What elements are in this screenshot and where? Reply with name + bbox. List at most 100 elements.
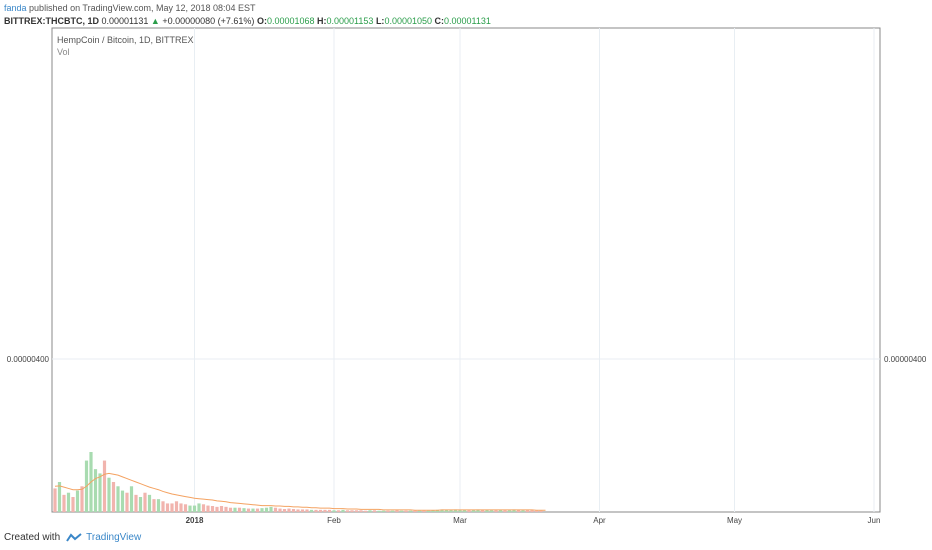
volume-bar <box>269 506 273 512</box>
volume-bar <box>426 510 431 512</box>
volume-bar <box>170 503 174 512</box>
volume-bar <box>134 494 138 512</box>
volume-bar <box>138 497 143 512</box>
volume-bar <box>224 506 228 512</box>
volume-bar <box>345 510 350 512</box>
volume-bar <box>422 510 426 512</box>
volume-bar <box>287 508 291 512</box>
volume-bar <box>458 509 462 512</box>
volume-bar <box>498 509 503 512</box>
volume-bar <box>476 509 480 512</box>
volume-bar <box>143 492 147 512</box>
x-tick-label: Apr <box>593 516 606 525</box>
volume-bar <box>251 508 255 512</box>
plot-area <box>51 27 881 513</box>
volume-bar <box>471 509 476 512</box>
volume-bar <box>183 504 188 512</box>
volume-bar <box>62 494 66 512</box>
low-value: 0.00001050 <box>384 16 432 26</box>
volume-bar <box>359 510 363 512</box>
footer: Created with TradingView <box>4 532 141 543</box>
volume-bar <box>512 509 516 512</box>
volume-bar <box>237 507 242 512</box>
volume-bar <box>399 510 404 512</box>
volume-bar <box>282 509 287 512</box>
volume-bar <box>206 505 210 512</box>
volume-bar <box>165 503 170 512</box>
tradingview-brand-label: TradingView <box>86 532 142 543</box>
volume-bar <box>53 488 57 512</box>
volume-bar <box>435 509 440 512</box>
volume-bar <box>525 510 530 512</box>
volume-bar <box>516 509 521 512</box>
volume-bar <box>107 477 111 512</box>
volume-bar <box>192 505 197 512</box>
volume-bar <box>318 509 323 512</box>
volume-bar <box>219 506 224 512</box>
chart-legend-vol: Vol <box>57 47 70 57</box>
volume-bar <box>431 510 435 512</box>
volume-bar <box>314 509 318 512</box>
volume-bar <box>111 482 116 512</box>
volume-bar <box>530 510 534 512</box>
volume-bar <box>350 510 354 512</box>
volume-bar <box>534 510 539 512</box>
created-with-text: Created with <box>4 532 61 543</box>
volume-bar <box>152 499 156 512</box>
volume-bar <box>273 507 278 512</box>
last-price: 0.00001131 <box>101 16 149 26</box>
volume-bar <box>336 510 341 512</box>
volume-bar <box>444 509 449 512</box>
volume-bar <box>264 507 269 512</box>
volume-bar <box>98 473 102 512</box>
volume-ma-line <box>54 472 546 511</box>
volume-bar <box>521 510 525 512</box>
volume-bar <box>80 486 84 512</box>
tradingview-logo-icon <box>66 532 82 542</box>
change-up-icon: ▲ <box>150 16 160 26</box>
volume-bar <box>408 510 413 512</box>
volume-bar <box>179 503 183 512</box>
volume-bar <box>453 509 458 512</box>
volume-bar <box>440 509 444 512</box>
volume-bar <box>503 510 507 512</box>
volume-bar <box>300 509 305 512</box>
price-chart[interactable]: 0.000004000.000004000.000006000.00000600… <box>0 0 932 530</box>
volume-bar <box>363 510 368 512</box>
volume-bar <box>291 509 296 512</box>
volume-bar <box>327 509 332 512</box>
volume-bar <box>156 499 161 512</box>
volume-bar <box>188 505 192 512</box>
volume-bar <box>129 486 134 512</box>
tradingview-brand[interactable]: TradingView <box>66 532 141 543</box>
volume-bar <box>539 510 543 512</box>
volume-bar <box>485 509 489 512</box>
x-tick-label: Jun <box>868 516 881 525</box>
volume-bar <box>260 508 264 512</box>
volume-bar <box>174 501 179 512</box>
volume-bar <box>381 510 386 512</box>
volume-bar <box>120 490 125 512</box>
volume-bar <box>75 490 80 512</box>
x-tick-label: Mar <box>453 516 467 525</box>
volume-bar <box>309 509 314 512</box>
low-label: L: <box>375 16 385 26</box>
volume-bar <box>480 509 485 512</box>
volume-bar <box>161 501 165 512</box>
volume-bar <box>449 509 453 512</box>
author-name[interactable]: fanda <box>4 3 27 13</box>
volume-bar <box>197 503 201 512</box>
volume-bar <box>215 506 219 512</box>
volume-bar <box>462 509 467 512</box>
volume-bar <box>341 509 345 512</box>
volume-bar <box>102 460 107 512</box>
volume-bar <box>323 509 327 512</box>
volume-bar <box>228 507 233 512</box>
high-label: H: <box>317 16 327 26</box>
volume-bar <box>116 486 120 512</box>
volume-bar <box>246 508 251 512</box>
volume-bar <box>147 494 152 512</box>
volume-bar <box>210 506 215 512</box>
volume-bar <box>201 504 206 512</box>
x-tick-label: 2018 <box>186 516 204 525</box>
